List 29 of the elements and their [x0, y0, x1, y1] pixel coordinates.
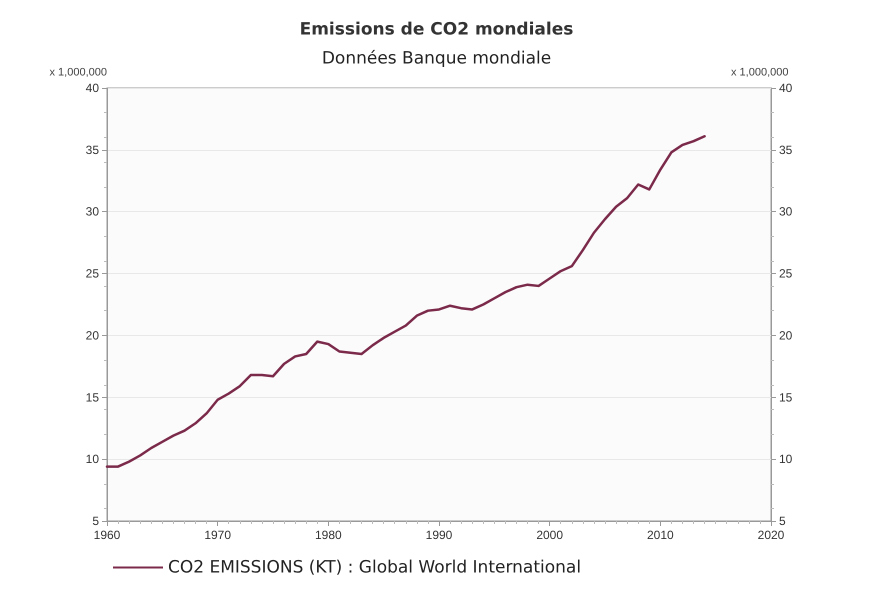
y2-tick-label: 10	[779, 452, 793, 466]
x-tick-label: 1980	[314, 528, 342, 542]
y2-tick-label: 25	[779, 266, 793, 281]
x-tick-label: 2020	[758, 528, 785, 542]
y-tick-label: 20	[86, 328, 100, 342]
y-tick-label: 15	[86, 390, 100, 404]
x-tick-label: 2010	[646, 528, 674, 542]
y2-tick-label: 35	[779, 142, 793, 157]
chart-title: Emissions de CO2 mondiales	[300, 20, 574, 40]
y-tick-label: 40	[86, 81, 100, 95]
x-tick-label: 1970	[204, 528, 232, 542]
x-tick-label: 2000	[536, 528, 564, 542]
line-series	[106, 135, 706, 468]
legend-label: CO2 EMISSIONS (KT) : Global World International	[168, 558, 582, 578]
y2-tick-label: 5	[779, 514, 786, 528]
y-tick-label: 25	[86, 266, 100, 281]
y2-tick-label: 40	[779, 81, 793, 95]
x-tick-label: 1960	[94, 528, 121, 542]
x-tick-label: 1990	[426, 528, 453, 542]
chart-subtitle: Données Banque mondiale	[322, 48, 552, 68]
y2-tick-label: 15	[779, 390, 793, 404]
y2-axis-title: x 1,000,000	[731, 66, 788, 78]
y-axis-title: x 1,000,000	[50, 66, 107, 78]
y2-tick-label: 20	[779, 328, 793, 342]
y-tick-label: 30	[86, 204, 100, 219]
y-tick-label: 5	[92, 514, 100, 528]
y2-tick-label: 30	[779, 204, 793, 219]
y-tick-label: 10	[86, 452, 100, 466]
y-tick-label: 35	[86, 142, 100, 157]
